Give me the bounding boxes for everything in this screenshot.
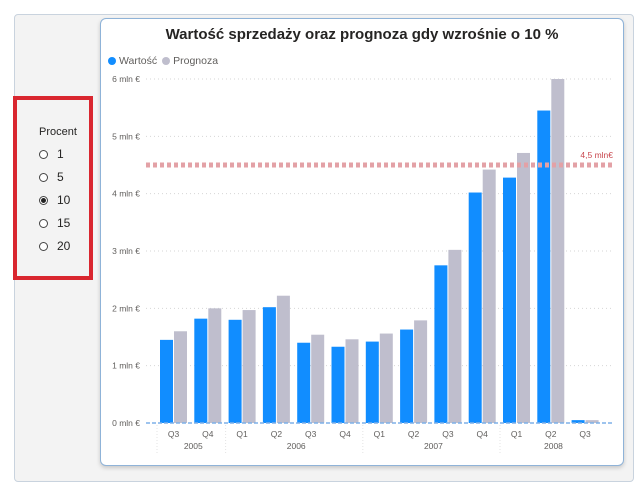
x-tick-label: Q2 — [271, 429, 283, 439]
bar-prognoza — [174, 331, 187, 423]
bar-prognoza — [276, 295, 290, 423]
percent-slicer: Procent 1 5 10 15 20 — [13, 96, 93, 280]
bar-prognoza — [242, 310, 256, 423]
x-tick-label: Q3 — [168, 429, 180, 439]
x-tick-label: Q4 — [202, 429, 214, 439]
y-tick-label: 0 mln € — [112, 418, 140, 428]
slicer-option-5[interactable]: 5 — [39, 169, 64, 185]
slicer-option-label: 1 — [57, 147, 64, 161]
bar-wartosc — [537, 110, 551, 424]
x-tick-label: Q4 — [339, 429, 351, 439]
bar-prognoza — [414, 320, 428, 423]
bar-prognoza — [208, 308, 222, 423]
legend-label-wartosc: Wartość — [119, 55, 158, 67]
y-tick-label: 6 mln € — [112, 74, 140, 84]
bar-prognoza — [551, 79, 565, 423]
bar-prognoza — [379, 333, 393, 423]
bar-wartosc — [400, 329, 414, 423]
x-tick-label: Q1 — [511, 429, 523, 439]
x-tick-label: Q1 — [374, 429, 386, 439]
bar-prognoza — [311, 334, 325, 423]
y-tick-label: 1 mln € — [112, 361, 140, 371]
x-tick-label: Q2 — [545, 429, 557, 439]
bar-prognoza — [482, 169, 496, 423]
chart-title: Wartość sprzedaży oraz prognoza gdy wzro… — [165, 26, 559, 43]
slicer-option-label: 10 — [57, 193, 71, 207]
bar-wartosc — [571, 420, 585, 423]
x-tick-label: Q2 — [408, 429, 420, 439]
slicer-option-label: 15 — [57, 216, 71, 230]
legend-item-prognoza[interactable]: Prognoza — [162, 55, 218, 67]
bar-wartosc — [297, 342, 311, 423]
slicer-option-20[interactable]: 20 — [39, 238, 70, 254]
bar-wartosc — [503, 177, 516, 423]
legend-label-prognoza: Prognoza — [173, 55, 219, 67]
slicer-option-10[interactable]: 10 — [39, 192, 70, 208]
radio-button[interactable] — [39, 149, 48, 159]
bar-wartosc — [468, 192, 482, 423]
x-year-label: 2005 — [184, 441, 203, 451]
bar-prognoza — [517, 152, 530, 423]
radio-button[interactable] — [39, 172, 48, 182]
x-tick-label: Q3 — [579, 429, 591, 439]
x-tick-label: Q1 — [236, 429, 248, 439]
slicer-title: Procent — [39, 126, 77, 138]
radio-button[interactable] — [39, 241, 48, 251]
bar-prognoza — [345, 339, 359, 423]
y-tick-label: 4 mln € — [112, 189, 140, 199]
x-year-label: 2008 — [544, 441, 563, 451]
bar-wartosc — [365, 341, 379, 423]
bar-wartosc — [160, 339, 173, 423]
legend-marker-wartosc — [108, 57, 116, 65]
bar-wartosc — [228, 319, 242, 423]
slicer-option-15[interactable]: 15 — [39, 215, 70, 231]
legend-item-wartosc[interactable]: Wartość — [108, 55, 157, 67]
slicer-option-label: 20 — [57, 239, 71, 253]
x-year-label: 2007 — [424, 441, 443, 451]
slicer-option-1[interactable]: 1 — [39, 146, 64, 162]
legend-marker-prognoza — [162, 57, 171, 65]
chart-visual[interactable]: Wartość sprzedaży oraz prognoza gdy wzro… — [100, 18, 624, 466]
bar-wartosc — [331, 346, 345, 423]
x-tick-label: Q3 — [442, 429, 454, 439]
y-tick-label: 2 mln € — [112, 303, 140, 313]
bar-wartosc — [434, 265, 448, 423]
x-tick-label: Q4 — [477, 429, 489, 439]
chart-plot: 0 mln € 1 mln € 2 mln € 3 mln € 4 mln € 5 mln… — [112, 74, 613, 455]
radio-button[interactable] — [39, 218, 48, 228]
bar-wartosc — [262, 307, 276, 423]
chart-legend: Wartość Prognoza — [108, 55, 223, 67]
bar-prognoza — [448, 249, 462, 423]
bar-prognoza — [585, 420, 599, 423]
x-year-label: 2006 — [287, 441, 306, 451]
y-tick-label: 3 mln € — [112, 246, 140, 256]
x-tick-label: Q3 — [305, 429, 317, 439]
reference-line-label: 4,5 mln€ — [580, 150, 613, 160]
y-tick-label: 5 mln € — [112, 131, 140, 141]
radio-button[interactable] — [39, 195, 48, 205]
bar-wartosc — [194, 318, 208, 423]
slicer-option-label: 5 — [57, 170, 64, 184]
